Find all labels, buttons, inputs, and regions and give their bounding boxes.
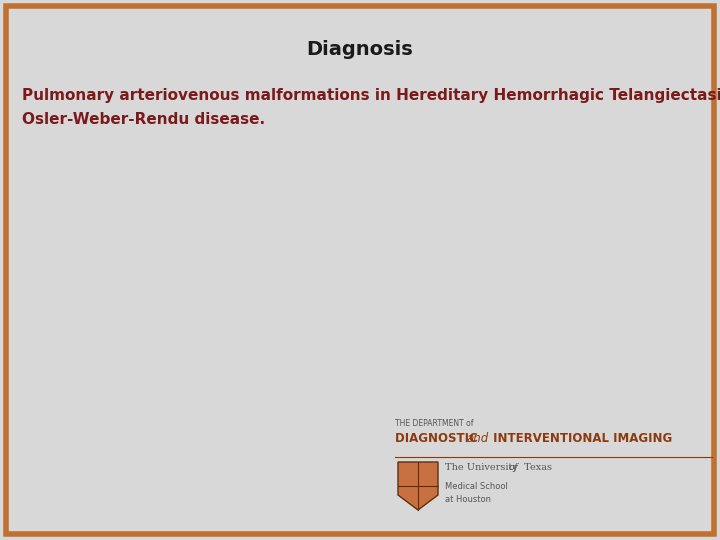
Text: Texas: Texas (521, 463, 552, 472)
Text: Medical School: Medical School (445, 482, 508, 491)
Text: Osler-Weber-Rendu disease.: Osler-Weber-Rendu disease. (22, 112, 265, 127)
Text: and: and (467, 432, 490, 445)
Polygon shape (398, 462, 438, 510)
Text: The University: The University (445, 463, 521, 472)
Text: INTERVENTIONAL IMAGING: INTERVENTIONAL IMAGING (489, 432, 672, 445)
Text: DIAGNOSTIC: DIAGNOSTIC (395, 432, 482, 445)
Text: of: of (509, 463, 518, 472)
Text: at Houston: at Houston (445, 495, 491, 504)
FancyBboxPatch shape (6, 6, 714, 534)
Text: THE DEPARTMENT of: THE DEPARTMENT of (395, 419, 474, 428)
Text: Diagnosis: Diagnosis (307, 40, 413, 59)
Text: Pulmonary arteriovenous malformations in Hereditary Hemorrhagic Telangiectasia, : Pulmonary arteriovenous malformations in… (22, 88, 720, 103)
